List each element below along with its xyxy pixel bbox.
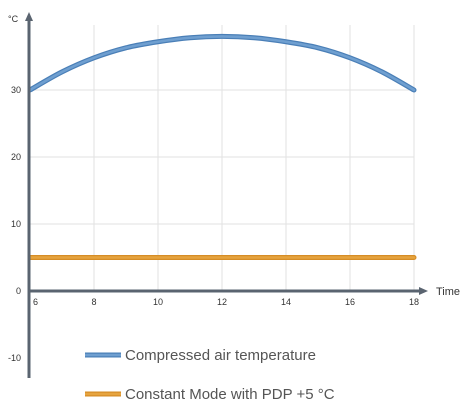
y-tick-label-0: 0 (16, 286, 21, 296)
x-tick-label-12: 12 (217, 297, 227, 307)
legend-label-2: Constant Mode with PDP +5 °C (125, 386, 335, 403)
axes (25, 12, 428, 378)
tick-labels: -10 0 10 20 30 6 8 10 12 14 16 18 (8, 85, 419, 363)
x-tick-label-8: 8 (91, 297, 96, 307)
y-axis-unit-label: °C (8, 14, 19, 24)
series-lines (27, 33, 417, 260)
y-tick-label-10: 10 (11, 219, 21, 229)
x-tick-label-14: 14 (281, 297, 291, 307)
x-tick-label-18: 18 (409, 297, 419, 307)
legend-label-1: Compressed air temperature (125, 347, 316, 364)
x-tick-label-10: 10 (153, 297, 163, 307)
y-tick-label--10: -10 (8, 353, 21, 363)
x-tick-label-6: 6 (33, 297, 38, 307)
series-line-1 (28, 35, 416, 92)
y-axis-arrow (25, 12, 33, 21)
grid-lines (29, 25, 415, 291)
x-tick-label-16: 16 (345, 297, 355, 307)
y-tick-label-30: 30 (11, 85, 21, 95)
x-axis-arrow (419, 287, 428, 295)
legend: Compressed air temperature Constant Mode … (85, 347, 335, 403)
y-tick-label-20: 20 (11, 152, 21, 162)
x-axis-title: Time (436, 286, 460, 298)
